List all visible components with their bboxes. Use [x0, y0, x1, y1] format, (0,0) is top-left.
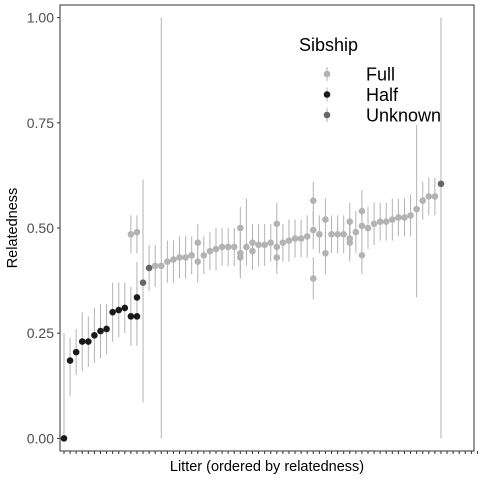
point-full-59	[340, 231, 347, 238]
point-full-48	[291, 235, 299, 242]
point-full-54	[316, 231, 323, 238]
point-full-50	[303, 233, 311, 240]
point-half-4	[78, 338, 86, 345]
point-full-70	[382, 218, 390, 225]
point-half-7	[97, 327, 104, 335]
y-tick-label-3: 0.75	[27, 115, 54, 131]
y-axis-title: Relatedness	[5, 188, 21, 269]
legend-key-full	[323, 70, 331, 78]
point-full-24	[182, 254, 189, 261]
point-full-44	[273, 243, 281, 251]
point-full-77	[425, 193, 433, 200]
point-full-25	[188, 252, 195, 259]
point-half-3	[72, 348, 80, 356]
point-half-9	[109, 308, 116, 316]
point-full-64	[358, 252, 366, 259]
point-half-5	[85, 338, 92, 345]
point-full-33	[230, 243, 238, 251]
point-unknown-18	[145, 264, 153, 272]
legend-label-half: Half	[366, 85, 399, 105]
point-full-27	[194, 239, 202, 247]
point-full-30	[212, 245, 220, 253]
x-axis-title: Litter (ordered by relatedness)	[170, 459, 364, 475]
point-full-22	[170, 256, 177, 263]
point-full-28	[200, 252, 208, 259]
point-half-1	[60, 435, 68, 442]
panel-border	[59, 4, 475, 452]
point-full-21	[164, 258, 171, 265]
point-full-20	[157, 262, 165, 270]
point-full-63	[352, 228, 360, 236]
point-full-38	[249, 247, 256, 255]
point-full-58	[334, 231, 341, 238]
point-full-47	[285, 237, 293, 244]
legend-key-half	[323, 91, 331, 98]
point-full-40	[255, 241, 262, 249]
point-half-11	[121, 304, 129, 312]
point-full-35	[237, 249, 244, 257]
point-full-16	[133, 228, 141, 236]
point-half-2	[66, 357, 74, 364]
x-axis-ticks	[63, 451, 478, 454]
y-tick-label-1: 0.25	[27, 325, 54, 341]
point-full-69	[376, 218, 384, 225]
y-tick-label-4: 1.00	[27, 10, 54, 26]
point-full-42	[267, 239, 275, 247]
point-full-73	[401, 214, 408, 221]
point-full-62	[346, 218, 354, 225]
legend-title: Sibship	[299, 35, 358, 55]
point-half-15	[133, 294, 141, 301]
point-full-32	[224, 243, 232, 251]
point-full-37	[243, 243, 250, 251]
point-full-61	[346, 235, 354, 242]
point-full-56	[322, 216, 329, 223]
point-full-53	[309, 197, 317, 204]
point-full-23	[176, 254, 183, 261]
point-full-36	[237, 224, 244, 232]
point-full-51	[309, 275, 317, 282]
point-full-31	[218, 243, 226, 251]
point-half-14	[133, 313, 141, 320]
point-half-6	[91, 331, 98, 339]
point-unknown-17	[139, 279, 147, 286]
y-tick-label-0: 0.00	[27, 430, 54, 446]
point-half-8	[103, 325, 110, 333]
legend-label-full: Full	[366, 65, 395, 85]
point-full-46	[279, 239, 287, 247]
y-tick-label-2: 0.50	[27, 220, 54, 236]
point-full-67	[364, 224, 372, 232]
point-full-52	[309, 226, 317, 234]
legend-label-unknown: Unknown	[366, 106, 441, 126]
point-full-45	[273, 220, 281, 228]
point-full-65	[358, 222, 366, 230]
point-full-75	[413, 205, 420, 213]
point-full-71	[389, 216, 396, 223]
point-full-78	[431, 193, 439, 200]
point-full-74	[407, 212, 414, 219]
point-full-72	[395, 214, 402, 221]
point-unknown-79	[437, 180, 445, 188]
point-full-13	[127, 231, 135, 238]
point-full-43	[273, 254, 281, 261]
legend-key-unknown	[323, 111, 331, 119]
point-full-49	[297, 235, 305, 242]
point-full-39	[249, 239, 256, 247]
point-full-57	[328, 231, 335, 238]
point-full-76	[419, 197, 427, 204]
point-full-66	[358, 207, 366, 215]
point-full-68	[370, 220, 378, 228]
point-half-12	[127, 313, 135, 320]
point-full-19	[151, 262, 159, 270]
y-axis-ticks: 0.00 0.25 0.50 0.75 1.00	[27, 10, 60, 446]
point-full-41	[261, 241, 268, 249]
point-full-55	[322, 249, 329, 257]
point-full-26	[194, 258, 202, 265]
point-half-10	[115, 306, 123, 314]
point-full-29	[206, 247, 214, 255]
data-points	[60, 180, 445, 442]
